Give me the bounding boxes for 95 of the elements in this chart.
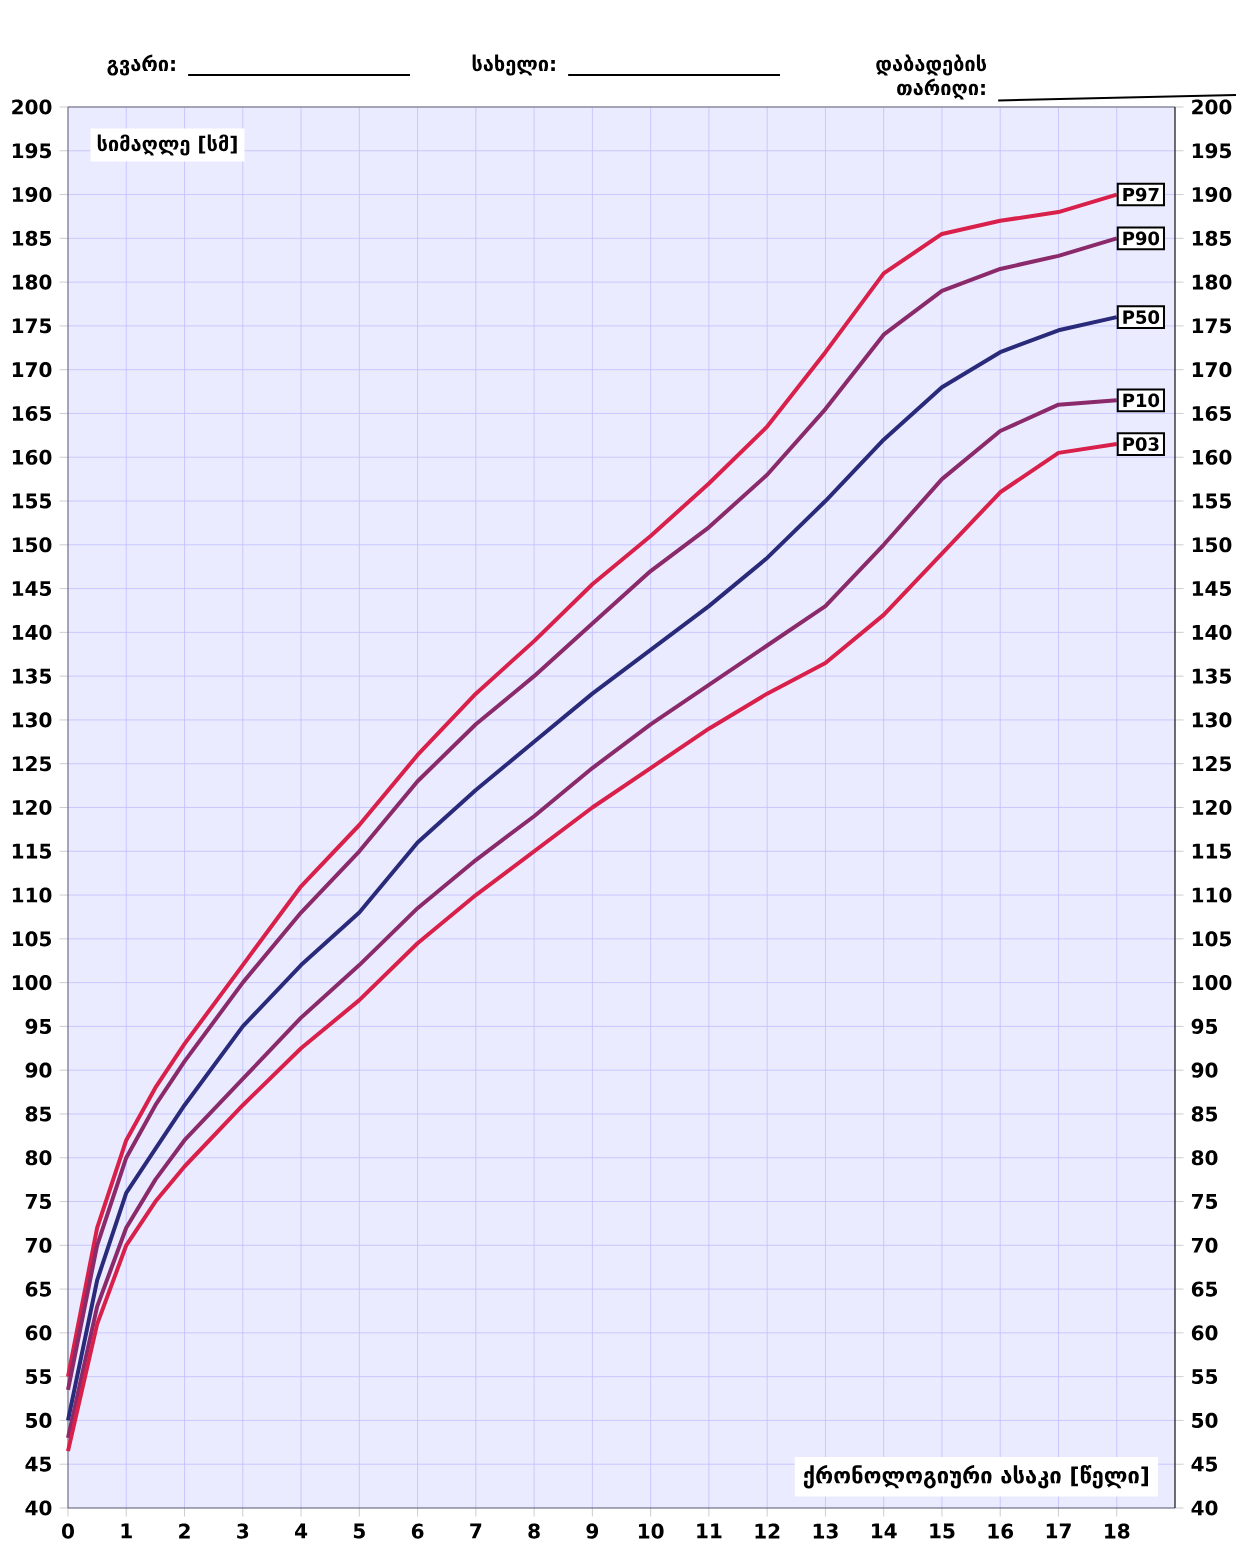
x-tick-label: 10	[638, 1523, 664, 1539]
series-label: P90	[1123, 231, 1160, 246]
y-tick-label: 75	[25, 1194, 51, 1209]
y-tick-label: 190	[12, 186, 52, 203]
y2-tick-label: 50	[1192, 1412, 1218, 1428]
y2-tick-label: 115	[1192, 843, 1231, 859]
text: გვარი:	[107, 54, 175, 76]
text: სახელი:	[472, 54, 555, 76]
y-tick-label: 150	[12, 537, 52, 553]
y2-tick-label: 200	[1192, 99, 1232, 115]
series-label: P50	[1123, 310, 1160, 324]
y-axis-title: სიმაღლე [სმ]	[97, 134, 237, 156]
y2-tick-label: 190	[1192, 186, 1232, 203]
y2-tick-label: 70	[1191, 1237, 1218, 1253]
x-tick-label: 5	[353, 1523, 365, 1539]
y2-tick-label: 195	[1192, 143, 1231, 159]
y-tick-label: 95	[25, 1018, 51, 1034]
y2-tick-label: 100	[1192, 975, 1232, 991]
y-tick-label: 45	[25, 1456, 51, 1472]
x-tick-label: 6	[411, 1523, 424, 1539]
y-tick-label: 85	[25, 1106, 51, 1122]
y2-tick-label: 45	[1191, 1456, 1218, 1472]
y-tick-label: 195	[12, 143, 51, 159]
y-tick-label: 165	[12, 405, 51, 422]
y-tick-label: 200	[12, 99, 52, 115]
y-tick-label: 70	[25, 1237, 52, 1253]
x-tick-label: 3	[237, 1523, 249, 1539]
y2-tick-label: 175	[1192, 318, 1231, 334]
y2-tick-label: 125	[1192, 756, 1231, 772]
y-tick-label: 105	[12, 931, 51, 947]
y2-tick-label: 170	[1192, 362, 1232, 378]
x-tick-label: 18	[1105, 1523, 1130, 1539]
y-tick-label: 120	[12, 799, 52, 816]
x-tick-label: 4	[295, 1523, 308, 1539]
y-tick-label: 125	[12, 756, 51, 772]
x-tick-label: 9	[586, 1523, 599, 1539]
y2-tick-label: 140	[1192, 624, 1232, 640]
x-tick-label: 17	[1046, 1523, 1071, 1539]
y2-tick-label: 135	[1192, 668, 1231, 684]
y-tick-label: 100	[12, 975, 52, 991]
y2-tick-label: 150	[1192, 537, 1232, 553]
y-tick-label: 115	[12, 843, 51, 859]
y2-tick-label: 80	[1191, 1150, 1218, 1166]
y-tick-label: 160	[12, 449, 52, 465]
y2-tick-label: 160	[1192, 449, 1232, 465]
y-tick-label: 135	[12, 668, 51, 684]
y2-tick-label: 90	[1191, 1062, 1218, 1078]
x-tick-label: 16	[988, 1523, 1014, 1539]
series-label: P10	[1123, 393, 1160, 408]
x-tick-label: 15	[930, 1523, 955, 1539]
y2-tick-label: 145	[1192, 581, 1231, 597]
x-tick-label: 13	[813, 1523, 838, 1539]
x-tick-label: 1	[121, 1523, 132, 1539]
y2-tick-label: 75	[1191, 1194, 1218, 1209]
y2-tick-label: 95	[1191, 1018, 1218, 1034]
x-tick-label: 8	[528, 1523, 540, 1539]
y-tick-label: 180	[12, 274, 52, 290]
y-tick-label: 60	[25, 1325, 52, 1341]
x-tick-label: 14	[872, 1523, 897, 1539]
y2-tick-label: 130	[1192, 712, 1232, 728]
y-tick-label: 175	[12, 318, 51, 334]
y-tick-label: 185	[12, 230, 51, 246]
y2-tick-label: 85	[1191, 1106, 1218, 1122]
x-tick-label: 7	[470, 1523, 482, 1539]
x-tick-label: 11	[697, 1523, 722, 1539]
y-tick-label: 50	[26, 1412, 52, 1428]
y2-tick-label: 180	[1192, 274, 1232, 290]
text: დაბადების თარიღი:	[876, 54, 987, 100]
series-label: P97	[1123, 187, 1159, 202]
y2-tick-label: 155	[1192, 493, 1231, 509]
y-tick-label: 90	[25, 1062, 52, 1078]
x-axis-title: ქრონოლოგიური ასაკი [წელი]	[803, 1465, 1148, 1489]
y-tick-label: 110	[12, 887, 52, 903]
x-tick-label: 0	[62, 1523, 74, 1539]
y2-tick-label: 110	[1192, 887, 1232, 903]
y2-tick-label: 120	[1192, 799, 1232, 816]
y-tick-label: 140	[12, 624, 52, 640]
y2-tick-label: 55	[1192, 1369, 1218, 1385]
y-tick-label: 130	[12, 712, 52, 728]
y-tick-label: 65	[25, 1281, 51, 1297]
y-tick-label: 40	[25, 1500, 52, 1516]
y2-tick-label: 165	[1192, 405, 1231, 422]
y2-tick-label: 60	[1191, 1325, 1218, 1341]
y2-tick-label: 40	[1191, 1500, 1218, 1516]
y-tick-label: 145	[12, 581, 51, 597]
y2-tick-label: 105	[1192, 931, 1231, 947]
y-tick-label: 170	[12, 362, 52, 378]
x-tick-label: 12	[755, 1523, 780, 1539]
x-tick-label: 2	[179, 1523, 190, 1539]
y2-tick-label: 65	[1191, 1281, 1218, 1297]
y2-tick-label: 185	[1192, 230, 1231, 246]
y-tick-label: 80	[25, 1150, 52, 1166]
y-tick-label: 155	[12, 493, 51, 509]
y-tick-label: 55	[26, 1369, 51, 1385]
series-label: P03	[1123, 437, 1159, 451]
